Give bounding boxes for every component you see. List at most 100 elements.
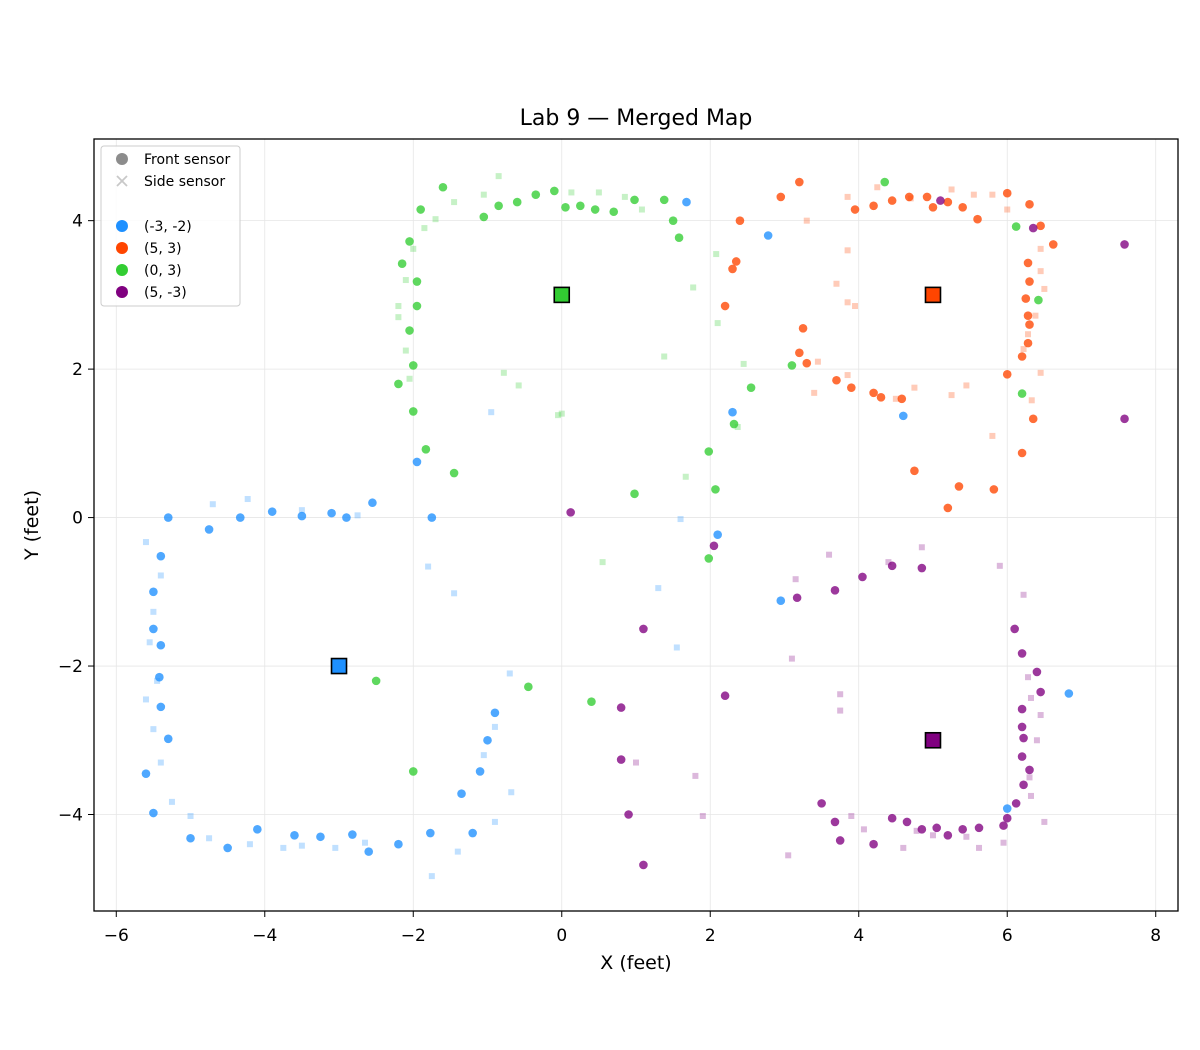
front-point-series-0 xyxy=(204,525,214,534)
front-point-series-1 xyxy=(1021,294,1031,303)
side-point-series-0 xyxy=(244,496,251,503)
side-point-series-0 xyxy=(298,842,305,849)
front-point-series-1 xyxy=(958,202,967,212)
x-tick-label: 8 xyxy=(1150,926,1161,946)
front-point-series-3 xyxy=(902,817,912,827)
robot-origin-marker-1 xyxy=(924,286,942,304)
x-tick-label: 2 xyxy=(705,926,716,946)
front-point-series-1 xyxy=(795,348,804,358)
front-point-series-3 xyxy=(1019,733,1028,743)
front-point-series-3 xyxy=(1120,240,1129,249)
front-point-series-2 xyxy=(512,197,522,207)
front-point-series-2 xyxy=(561,202,570,212)
side-point-series-2 xyxy=(395,303,402,310)
front-point-series-0 xyxy=(364,847,374,856)
front-point-series-0 xyxy=(235,513,245,522)
front-point-series-0 xyxy=(427,513,437,522)
side-point-series-1 xyxy=(989,432,996,439)
side-point-series-1 xyxy=(989,191,996,198)
side-point-series-1 xyxy=(892,395,899,402)
side-point-series-1 xyxy=(833,280,840,287)
front-point-series-0 xyxy=(186,833,195,843)
front-point-series-0 xyxy=(156,702,166,712)
front-point-series-2 xyxy=(880,177,890,187)
side-point-series-2 xyxy=(682,473,689,480)
x-tick-label: 0 xyxy=(556,926,567,946)
side-point-series-2 xyxy=(406,375,413,382)
front-point-series-3 xyxy=(887,561,897,571)
front-point-series-1 xyxy=(928,202,938,212)
side-point-series-2 xyxy=(555,412,562,419)
side-point-series-0 xyxy=(187,812,194,819)
x-tick-label: −4 xyxy=(252,926,277,946)
front-point-series-0 xyxy=(898,411,908,421)
front-point-series-1 xyxy=(731,257,741,266)
front-point-series-3 xyxy=(869,839,878,849)
side-point-series-3 xyxy=(1026,774,1033,781)
front-point-series-0 xyxy=(394,839,403,849)
side-point-series-3 xyxy=(837,707,844,714)
front-point-series-2 xyxy=(576,201,585,211)
side-point-series-0 xyxy=(508,789,515,796)
side-point-series-0 xyxy=(150,726,157,733)
front-point-series-2 xyxy=(630,195,639,205)
side-point-series-0 xyxy=(428,873,435,880)
front-point-series-2 xyxy=(405,237,414,246)
side-point-series-2 xyxy=(690,284,697,291)
legend-front-label: Front sensor xyxy=(144,152,231,168)
side-point-series-3 xyxy=(792,576,799,583)
front-point-series-3 xyxy=(1025,765,1034,775)
side-point-series-1 xyxy=(852,303,859,310)
side-point-series-0 xyxy=(506,670,513,677)
front-point-series-3 xyxy=(1017,722,1027,732)
side-point-series-2 xyxy=(480,191,487,198)
plot-frame xyxy=(93,138,1179,912)
chart-title: Lab 9 — Merged Map xyxy=(520,106,753,131)
side-point-series-3 xyxy=(699,812,706,819)
side-point-series-1 xyxy=(844,247,851,254)
front-point-series-2 xyxy=(704,447,714,456)
front-point-series-3 xyxy=(943,830,953,840)
front-point-series-0 xyxy=(155,672,164,682)
side-point-series-0 xyxy=(209,501,216,508)
side-point-series-1 xyxy=(1037,268,1044,275)
front-point-series-3 xyxy=(720,691,730,701)
y-tick-label: 4 xyxy=(72,212,83,232)
x-tick-label: −6 xyxy=(104,926,129,946)
front-point-series-1 xyxy=(1028,414,1038,424)
side-point-series-1 xyxy=(844,193,851,200)
side-point-series-3 xyxy=(848,812,855,819)
side-point-series-0 xyxy=(157,759,164,766)
front-point-series-1 xyxy=(795,177,804,187)
side-point-series-0 xyxy=(298,507,305,514)
front-point-series-2 xyxy=(729,419,739,429)
legend-series-3-label: (5, -3) xyxy=(144,285,187,301)
plot-background xyxy=(94,139,1178,911)
front-point-series-0 xyxy=(342,513,351,522)
front-point-series-1 xyxy=(869,388,878,398)
legend-series-0-label: (-3, -2) xyxy=(144,219,192,235)
front-point-series-0 xyxy=(156,551,166,561)
side-point-series-1 xyxy=(1037,369,1044,376)
side-point-series-3 xyxy=(976,844,983,851)
front-point-series-3 xyxy=(887,813,897,823)
front-point-series-2 xyxy=(405,326,414,335)
front-point-series-3 xyxy=(639,624,648,634)
front-point-series-1 xyxy=(904,192,914,202)
front-point-series-0 xyxy=(468,828,477,838)
front-point-series-0 xyxy=(156,640,166,650)
side-point-series-1 xyxy=(844,299,851,306)
front-point-series-0 xyxy=(163,734,173,744)
side-point-series-3 xyxy=(963,833,970,840)
front-point-series-0 xyxy=(290,830,299,840)
robot-origins xyxy=(330,286,942,749)
side-point-series-0 xyxy=(354,512,361,519)
front-point-series-1 xyxy=(802,358,812,368)
front-point-series-3 xyxy=(1010,624,1019,634)
front-point-series-1 xyxy=(1002,370,1012,379)
side-point-series-1 xyxy=(844,372,851,379)
front-point-series-1 xyxy=(897,394,907,404)
side-point-series-3 xyxy=(1025,674,1032,681)
side-point-series-1 xyxy=(1004,206,1011,213)
